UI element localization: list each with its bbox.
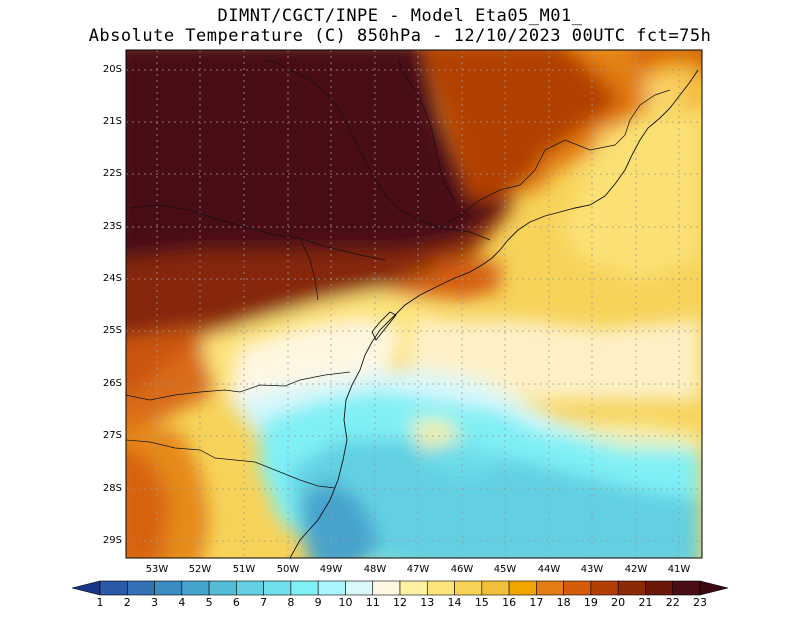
colorbar-label: 21 bbox=[638, 596, 653, 609]
lat-label: 27S bbox=[102, 430, 122, 441]
colorbar-swatch bbox=[645, 580, 674, 596]
colorbar-label: 20 bbox=[611, 596, 626, 609]
colorbar-label: 1 bbox=[96, 596, 104, 609]
colorbar-swatch bbox=[617, 580, 646, 596]
colorbar-label: 23 bbox=[693, 596, 707, 609]
lon-label: 53W bbox=[145, 564, 169, 575]
lon-label: 47W bbox=[406, 564, 430, 575]
colorbar-swatch bbox=[454, 580, 483, 596]
lat-label: 22S bbox=[102, 168, 122, 179]
lon-label: 46W bbox=[450, 564, 474, 575]
colorbar-label: 6 bbox=[232, 596, 240, 609]
colorbar-swatch bbox=[399, 580, 428, 596]
coastline bbox=[289, 69, 699, 558]
colorbar-swatch bbox=[126, 580, 155, 596]
colorbar-label: 2 bbox=[123, 596, 131, 609]
colorbar-label: 19 bbox=[583, 596, 598, 609]
colorbar-label: 13 bbox=[420, 596, 435, 609]
colorbar-label: 15 bbox=[474, 596, 489, 609]
colorbar-label: 10 bbox=[338, 596, 353, 609]
colorbar-swatch bbox=[290, 580, 319, 596]
colorbar-swatch bbox=[208, 580, 237, 596]
colorbar-label: 11 bbox=[365, 596, 380, 609]
colorbar-label: 9 bbox=[314, 596, 322, 609]
colorbar-swatch bbox=[154, 580, 183, 596]
title-line-2: Absolute Temperature (C) 850hPa - 12/10/… bbox=[88, 26, 712, 46]
colorbar-swatch bbox=[317, 580, 346, 596]
colorbar-label: 12 bbox=[393, 596, 407, 609]
colorbar-right-arrow bbox=[699, 580, 729, 596]
state-borders bbox=[126, 59, 671, 489]
colorbar-swatch bbox=[536, 580, 564, 596]
colorbar-swatch bbox=[508, 580, 537, 596]
lon-label: 45W bbox=[493, 564, 517, 575]
colorbar-swatch bbox=[236, 580, 264, 596]
colorbar-swatch bbox=[563, 580, 592, 596]
colorbar-label: 7 bbox=[260, 596, 268, 609]
colorbar-label: 8 bbox=[287, 596, 295, 609]
colorbar-swatch bbox=[590, 580, 619, 596]
lat-label: 25S bbox=[102, 325, 122, 336]
lat-label: 23S bbox=[102, 221, 122, 232]
lon-label: 44W bbox=[537, 564, 561, 575]
lat-label: 28S bbox=[102, 483, 122, 494]
colorbar-label: 17 bbox=[529, 596, 544, 609]
colorbar-label: 5 bbox=[205, 596, 213, 609]
colorbar-label: 3 bbox=[151, 596, 159, 609]
lon-label: 49W bbox=[319, 564, 343, 575]
lon-label: 51W bbox=[232, 564, 256, 575]
colorbar-swatch bbox=[181, 580, 210, 596]
colorbar-label: 14 bbox=[447, 596, 462, 609]
title-line-1: DIMNT/CGCT/INPE - Model Eta05_M01_ bbox=[217, 6, 583, 26]
lat-label: 29S bbox=[102, 535, 122, 546]
colorbar-left-arrow bbox=[71, 580, 101, 596]
temperature-field bbox=[126, 50, 702, 558]
colorbar-swatch bbox=[372, 580, 401, 596]
colorbar-label: 4 bbox=[178, 596, 186, 609]
lon-label: 48W bbox=[363, 564, 387, 575]
lon-label: 50W bbox=[276, 564, 300, 575]
colorbar-swatch bbox=[345, 580, 374, 596]
lon-label: 41W bbox=[667, 564, 691, 575]
colorbar-swatch bbox=[263, 580, 292, 596]
lat-label: 26S bbox=[102, 378, 122, 389]
lat-label: 21S bbox=[102, 116, 122, 127]
lon-label: 43W bbox=[580, 564, 604, 575]
grid-lines bbox=[126, 50, 702, 558]
lon-label: 42W bbox=[624, 564, 648, 575]
colorbar-label: 16 bbox=[502, 596, 517, 609]
colorbar-swatch bbox=[426, 580, 455, 596]
colorbar-label: 22 bbox=[665, 596, 680, 609]
colorbar-label: 18 bbox=[556, 596, 571, 609]
colorbar-swatch bbox=[99, 580, 128, 596]
lat-label: 24S bbox=[102, 273, 122, 284]
lon-label: 52W bbox=[188, 564, 212, 575]
lat-label: 20S bbox=[102, 64, 122, 75]
colorbar-swatch bbox=[672, 580, 701, 596]
colorbar-swatch bbox=[481, 580, 510, 596]
